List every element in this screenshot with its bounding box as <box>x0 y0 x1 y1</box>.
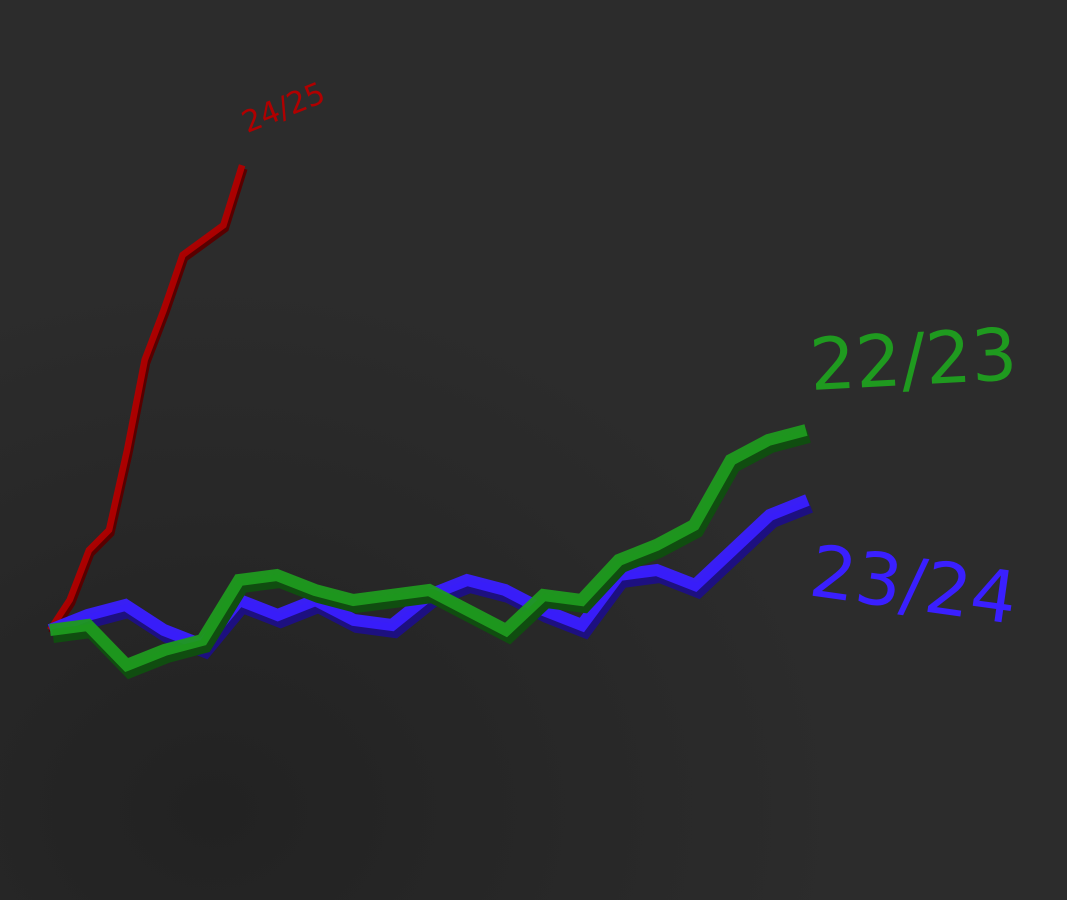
series-line <box>49 424 808 673</box>
series-line <box>47 164 246 632</box>
series-label: 22/23 <box>807 312 1019 407</box>
